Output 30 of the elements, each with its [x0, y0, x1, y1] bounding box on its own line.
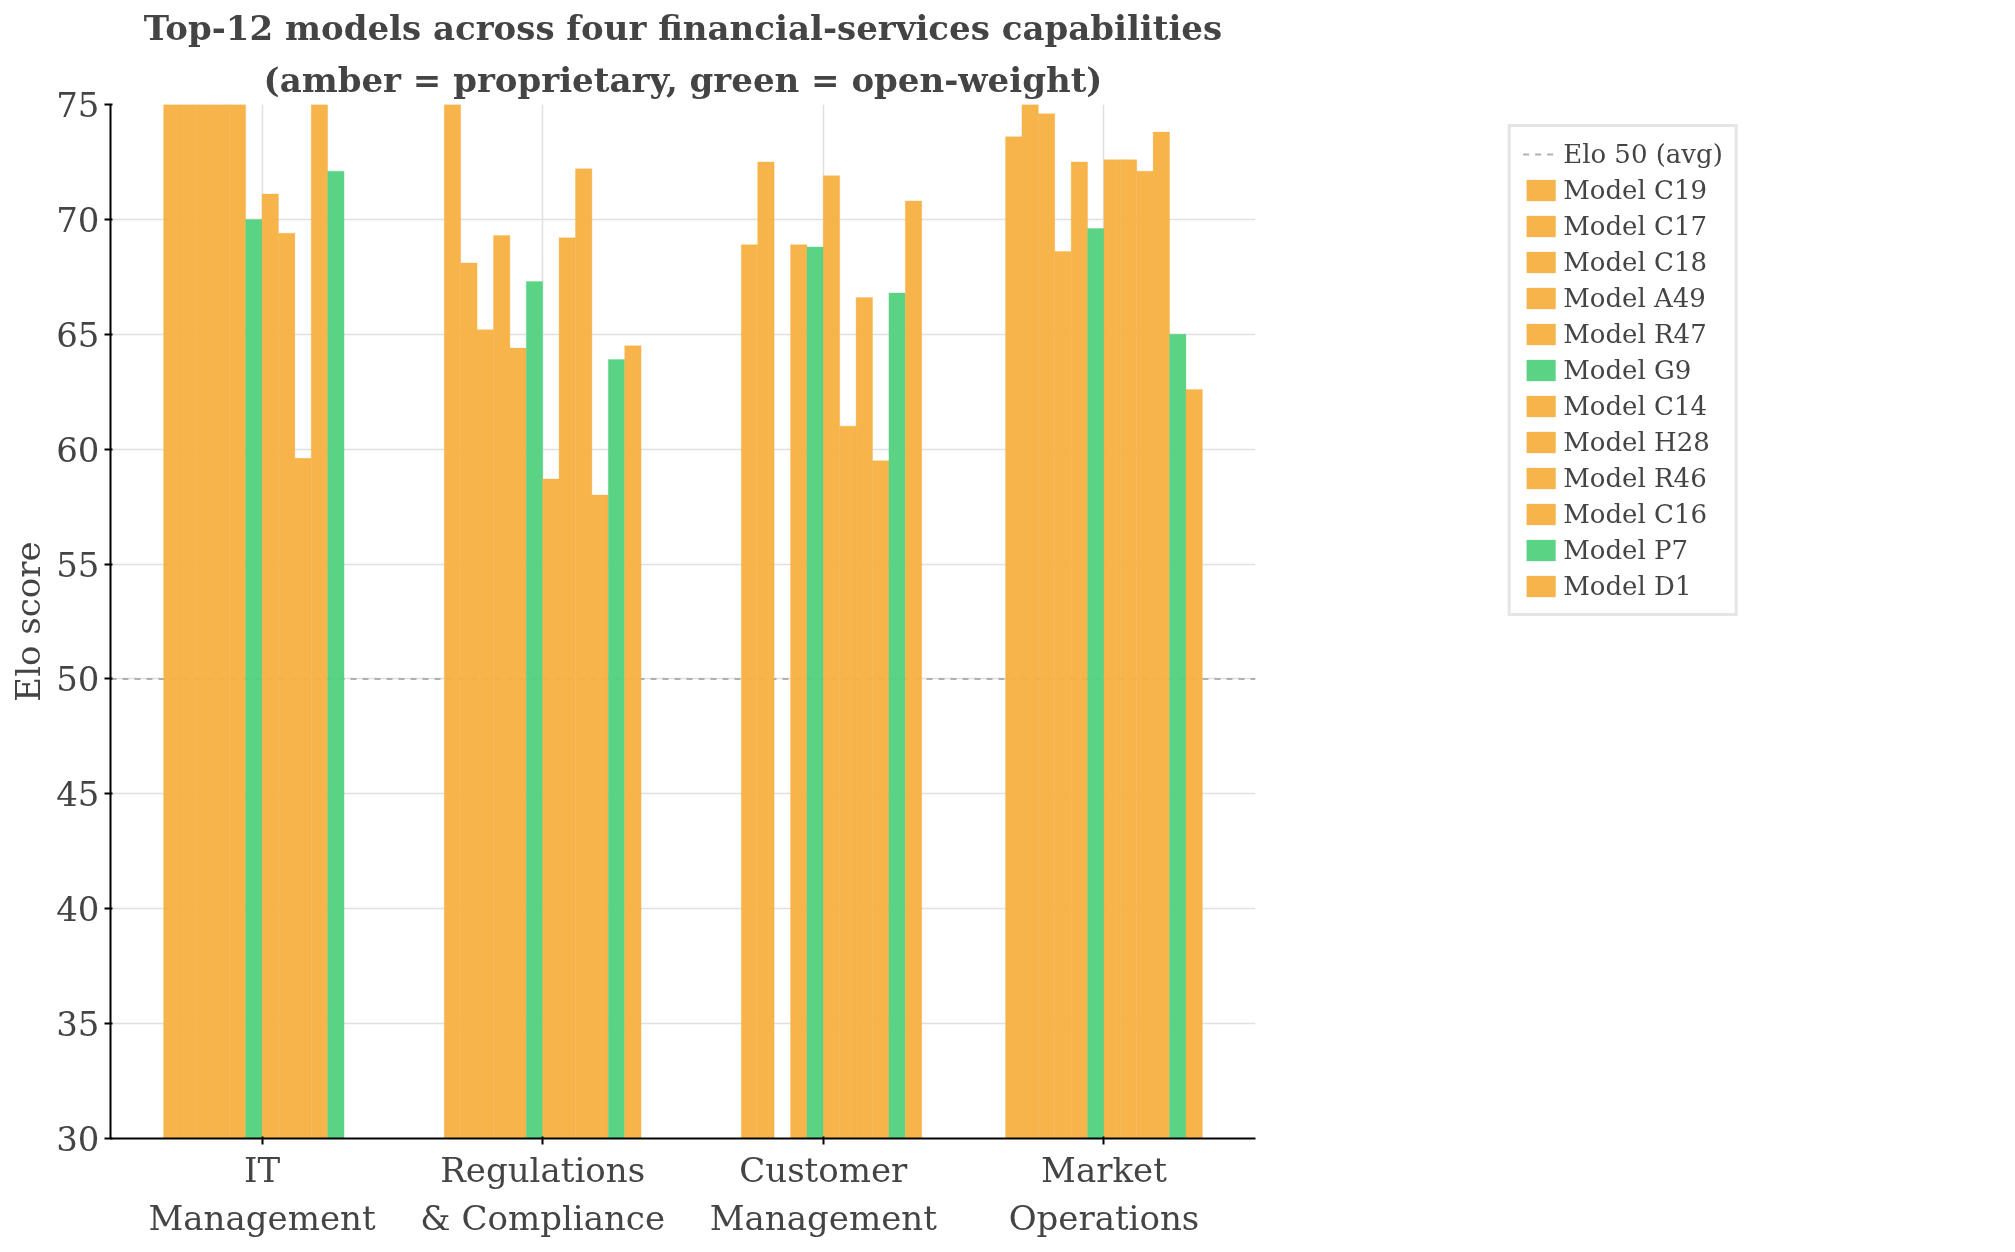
- legend-label: Model R46: [1563, 463, 1707, 493]
- x-tick-label: Regulations & Compliance: [420, 1149, 665, 1238]
- y-tick-label: 35: [56, 1004, 100, 1045]
- x-tick-label: Market Operations: [1008, 1149, 1200, 1238]
- legend-label: Model C17: [1563, 211, 1708, 241]
- legend-label: Model D1: [1563, 571, 1692, 601]
- legend-label: Model G9: [1563, 355, 1692, 385]
- y-tick-label: 75: [56, 85, 100, 125]
- chart-subtitle: (amber = proprietary, green = open-weight): [263, 59, 1103, 100]
- chart-title: Top-12 models across four financial-services capabilities: [143, 7, 1223, 48]
- legend-label: Model P7: [1563, 535, 1689, 565]
- y-tick-label: 70: [56, 199, 100, 240]
- legend-label: Model R47: [1563, 319, 1707, 349]
- y-tick-label: 45: [56, 774, 100, 815]
- y-tick-label: 55: [56, 544, 100, 585]
- y-tick-label: 30: [56, 1119, 100, 1159]
- y-tick-label: 40: [56, 889, 100, 930]
- legend-label: Model C19: [1563, 175, 1708, 205]
- legend-label: Elo 50 (avg): [1563, 139, 1723, 169]
- legend-label: Model A49: [1563, 283, 1706, 313]
- legend-label: Model C16: [1563, 499, 1708, 529]
- legend-label: Model C14: [1563, 391, 1708, 421]
- legend-label: Model C18: [1563, 247, 1708, 277]
- x-tick-label: Customer Management: [709, 1149, 938, 1238]
- legend-label: Model H28: [1563, 427, 1710, 457]
- y-tick-label: 65: [56, 314, 100, 355]
- y-tick-label: 60: [56, 429, 100, 470]
- y-axis-title: Elo score: [8, 541, 49, 702]
- x-tick-label: IT Management: [148, 1149, 376, 1238]
- y-tick-label: 50: [56, 659, 100, 700]
